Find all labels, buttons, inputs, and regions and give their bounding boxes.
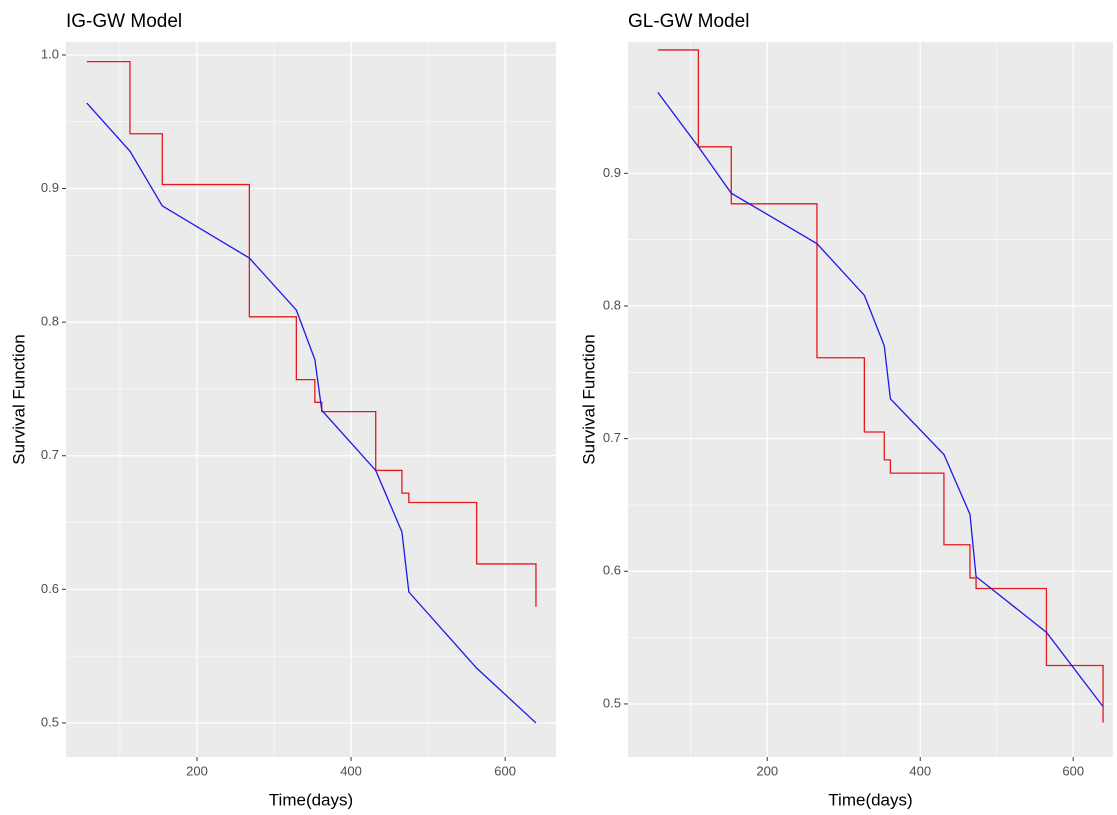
x-axis-title: Time(days): [269, 790, 353, 809]
y-tick-label: 0.6: [603, 563, 621, 578]
y-tick-label: 0.5: [603, 695, 621, 710]
y-tick-label: 1.0: [41, 46, 59, 61]
chart-title: IG-GW Model: [66, 11, 182, 32]
y-axis-title: Survival Function: [9, 334, 28, 464]
y-tick-label: 0.7: [603, 430, 621, 445]
x-tick-label: 600: [494, 763, 516, 778]
x-tick-label: 200: [756, 763, 778, 778]
x-tick-label: 400: [340, 763, 362, 778]
y-tick-label: 0.8: [41, 314, 59, 329]
y-tick-label: 0.8: [603, 297, 621, 312]
data-line: [86, 102, 537, 724]
y-tick-label: 0.9: [41, 180, 59, 195]
y-axis-title: Survival Function: [579, 334, 598, 464]
chart-title: GL-GW Model: [628, 11, 749, 32]
data-line: [86, 60, 537, 607]
panel: IG-GW Model Time(days) Survival Function 0.…: [9, 11, 556, 809]
plot-background: [66, 42, 556, 757]
data-line: [657, 92, 1104, 707]
x-axis-title: Time(days): [828, 790, 912, 809]
y-tick-label: 0.7: [41, 447, 59, 462]
x-tick-label: 400: [909, 763, 931, 778]
y-tick-label: 0.5: [41, 714, 59, 729]
x-tick-label: 200: [186, 763, 208, 778]
x-tick-label: 600: [1062, 763, 1084, 778]
y-tick-label: 0.6: [41, 581, 59, 596]
panel: GL-GW Model Time(days) Survival Function 0.…: [579, 11, 1113, 809]
y-tick-label: 0.9: [603, 165, 621, 180]
data-line: [657, 49, 1104, 723]
